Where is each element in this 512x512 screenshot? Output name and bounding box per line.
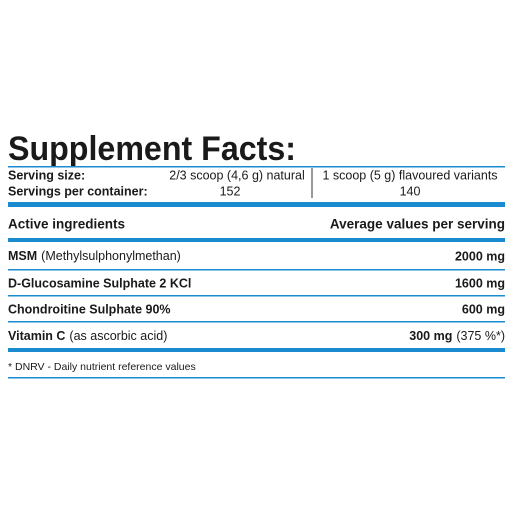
ingredient-note: (Methylsulphonylmethan) [41, 249, 181, 263]
footnote: * DNRV - Daily nutrient reference values [8, 361, 196, 373]
ingredient-value-note: (375 %*) [456, 329, 505, 343]
ingredient-note: (as ascorbic acid) [69, 329, 167, 343]
ingredient-name: MSM [8, 249, 37, 263]
rule [8, 238, 505, 242]
ingredient: MSM (Methylsulphonylmethan) [8, 249, 181, 263]
serving-size-natural: 2/3 scoop (4,6 g) natural [169, 168, 305, 182]
servings-natural: 152 [220, 184, 241, 198]
rule [8, 269, 505, 271]
ingredient-value: 600 mg [462, 302, 505, 316]
ingredient: Vitamin C (as ascorbic acid) [8, 329, 167, 343]
ingredient-value: 300 mg (375 %*) [409, 329, 505, 343]
ingredient-value: 1600 mg [455, 276, 505, 290]
ingredient-name: Vitamin C [8, 329, 65, 343]
rule [8, 321, 505, 323]
servings-per-container-label: Servings per container: [8, 184, 148, 198]
servings-flavoured: 140 [400, 184, 421, 198]
serving-size-label: Serving size: [8, 168, 85, 182]
serving-size-flavoured: 1 scoop (5 g) flavoured variants [322, 168, 497, 182]
rule [8, 377, 505, 379]
ingredient-value-main: 300 mg [409, 329, 452, 343]
rule [8, 202, 505, 207]
ingredient-name: D-Glucosamine Sulphate 2 KCl [8, 276, 191, 290]
rule [8, 166, 505, 168]
ingredient-name: Chondroitine Sulphate 90% [8, 302, 171, 316]
title: Supplement Facts: [8, 130, 296, 168]
header-values: Average values per serving [330, 217, 505, 232]
ingredient-value: 2000 mg [455, 249, 505, 263]
rule [8, 295, 505, 297]
header-ingredients: Active ingredients [8, 217, 125, 232]
rule [8, 348, 505, 352]
